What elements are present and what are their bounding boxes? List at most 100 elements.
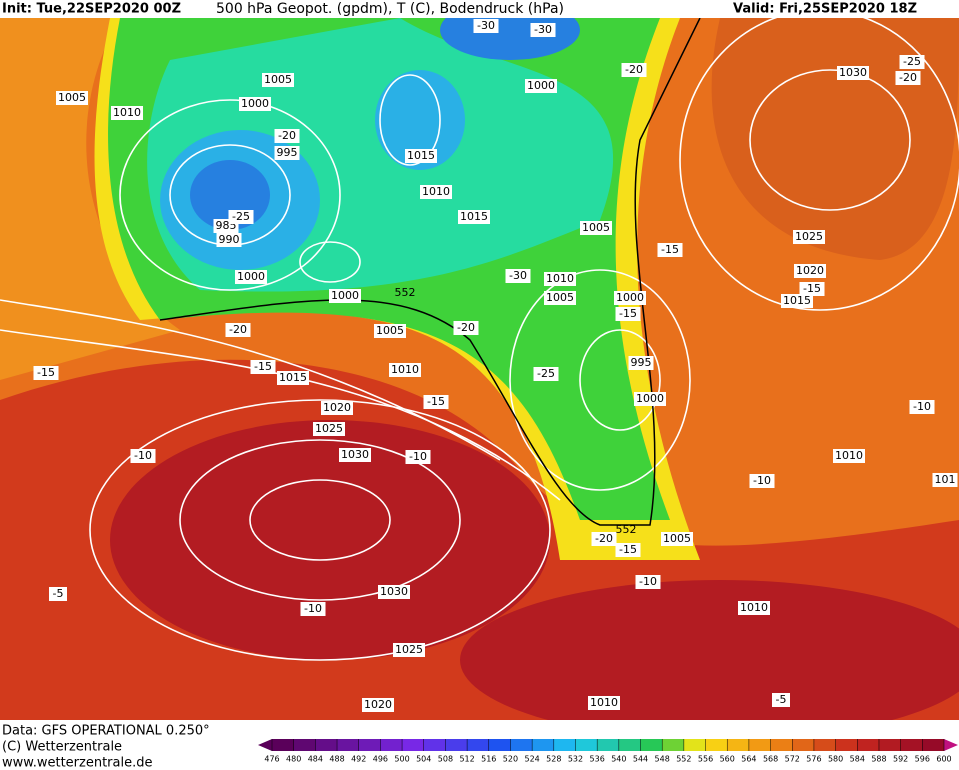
init-time: Init: Tue,22SEP2020 00Z [2, 2, 181, 17]
colorbar-cell [813, 739, 837, 751]
label-box [781, 294, 813, 308]
colorbar-cell [683, 739, 707, 751]
pressure-label: 1000 [237, 270, 265, 283]
pressure-label: 1030 [341, 448, 369, 461]
data-source: Data: GFS OPERATIONAL 0.250° [2, 724, 210, 739]
pressure-label: 1025 [315, 422, 343, 435]
map-field: 1005100510101000995985990100010001005101… [0, 18, 959, 720]
map-labels: 1005100510101000995985990100010001005101… [33, 19, 958, 712]
colorbar-cell [922, 739, 945, 751]
pressure-label: 1005 [376, 324, 404, 337]
temperature-label: -10 [753, 474, 771, 487]
pressure-label: 1000 [636, 392, 664, 405]
temperature-label: -20 [899, 71, 917, 84]
temperature-label: -10 [913, 400, 931, 413]
colorbar-label: 488 [329, 755, 344, 764]
pressure-label: 1020 [364, 698, 392, 711]
colorbar-cell [358, 739, 381, 751]
label-box [634, 392, 666, 406]
colorbar-cell [900, 739, 923, 751]
temperature-label: -20 [595, 532, 613, 545]
colorbar-cell [488, 739, 511, 751]
label-box [329, 289, 361, 303]
pressure-label: 1005 [58, 91, 86, 104]
pressure-label: 1015 [783, 294, 811, 307]
geopotential-label: 552 [395, 286, 416, 299]
colorbar-label: 596 [915, 755, 930, 764]
colorbar-label: 500 [394, 755, 409, 764]
label-box [458, 210, 490, 224]
pressure-label: 995 [631, 356, 652, 369]
colorbar-label: 548 [655, 755, 670, 764]
label-box [533, 367, 559, 381]
colorbar-cell [792, 739, 815, 751]
pressure-label: 1010 [740, 601, 768, 614]
colorbar-label: 600 [936, 755, 951, 764]
label-box [738, 601, 770, 615]
label-box [793, 230, 825, 244]
colorbar-label: 540 [611, 755, 626, 764]
label-box [111, 106, 143, 120]
temperature-label: -10 [134, 449, 152, 462]
colorbar-cell [640, 739, 663, 751]
colorbar-label: 544 [633, 755, 648, 764]
pressure-label: 1020 [323, 401, 351, 414]
pressure-label: 1030 [839, 66, 867, 79]
colorbar-cell [878, 739, 902, 751]
colorbar-label: 512 [459, 755, 474, 764]
temperature-label: -5 [53, 587, 64, 600]
label-box [799, 282, 825, 296]
colorbar-cell [835, 739, 858, 751]
map-title: 500 hPa Geopot. (gpdm), T (C), Bodendruc… [216, 1, 564, 17]
label-box [300, 602, 326, 616]
label-box [772, 693, 790, 707]
colorbar-label: 588 [871, 755, 886, 764]
label-box [420, 185, 452, 199]
label-box [544, 272, 576, 286]
pressure-label: 1010 [546, 272, 574, 285]
label-box [661, 532, 693, 546]
temperature-label: -20 [625, 63, 643, 76]
colorbar-label: 572 [785, 755, 800, 764]
label-box [932, 473, 958, 487]
pressure-label: 1010 [113, 106, 141, 119]
pressure-label: 101 [935, 473, 956, 486]
label-box [621, 63, 647, 77]
label-box [837, 66, 869, 80]
colorbar-label: 552 [676, 755, 691, 764]
label-box [228, 210, 254, 224]
temperature-label: -15 [803, 282, 821, 295]
label-box [794, 264, 826, 278]
label-box [339, 448, 371, 462]
colorbar-cell [272, 739, 295, 751]
valid-time: Valid: Fri,25SEP2020 18Z [733, 2, 917, 17]
colorbar-cell [380, 739, 403, 751]
temperature-label: -5 [776, 693, 787, 706]
colorbar-label: 504 [416, 755, 431, 764]
temperature-label: -25 [537, 367, 555, 380]
colorbar-label: 520 [503, 755, 518, 764]
label-box [225, 323, 251, 337]
temperature-label: -10 [639, 575, 657, 588]
pressure-label: 1010 [835, 449, 863, 462]
pressure-label: 1005 [582, 221, 610, 234]
label-box [33, 366, 59, 380]
label-box [250, 360, 276, 374]
label-box [588, 696, 620, 710]
temperature-label: -15 [619, 307, 637, 320]
label-box [505, 269, 531, 283]
colorbar-label: 564 [741, 755, 756, 764]
colorbar-label: 556 [698, 755, 713, 764]
temperature-label: -20 [457, 321, 475, 334]
label-box [362, 698, 394, 712]
temperature-label: -15 [661, 243, 679, 256]
label-box [405, 149, 437, 163]
colorbar-cell [293, 739, 316, 751]
colorbar-label: 524 [524, 755, 539, 764]
pressure-label: 1000 [331, 289, 359, 302]
label-box [274, 129, 300, 143]
label-box [615, 543, 641, 557]
temperature-label: -20 [278, 129, 296, 142]
pressure-label: 990 [219, 233, 240, 246]
